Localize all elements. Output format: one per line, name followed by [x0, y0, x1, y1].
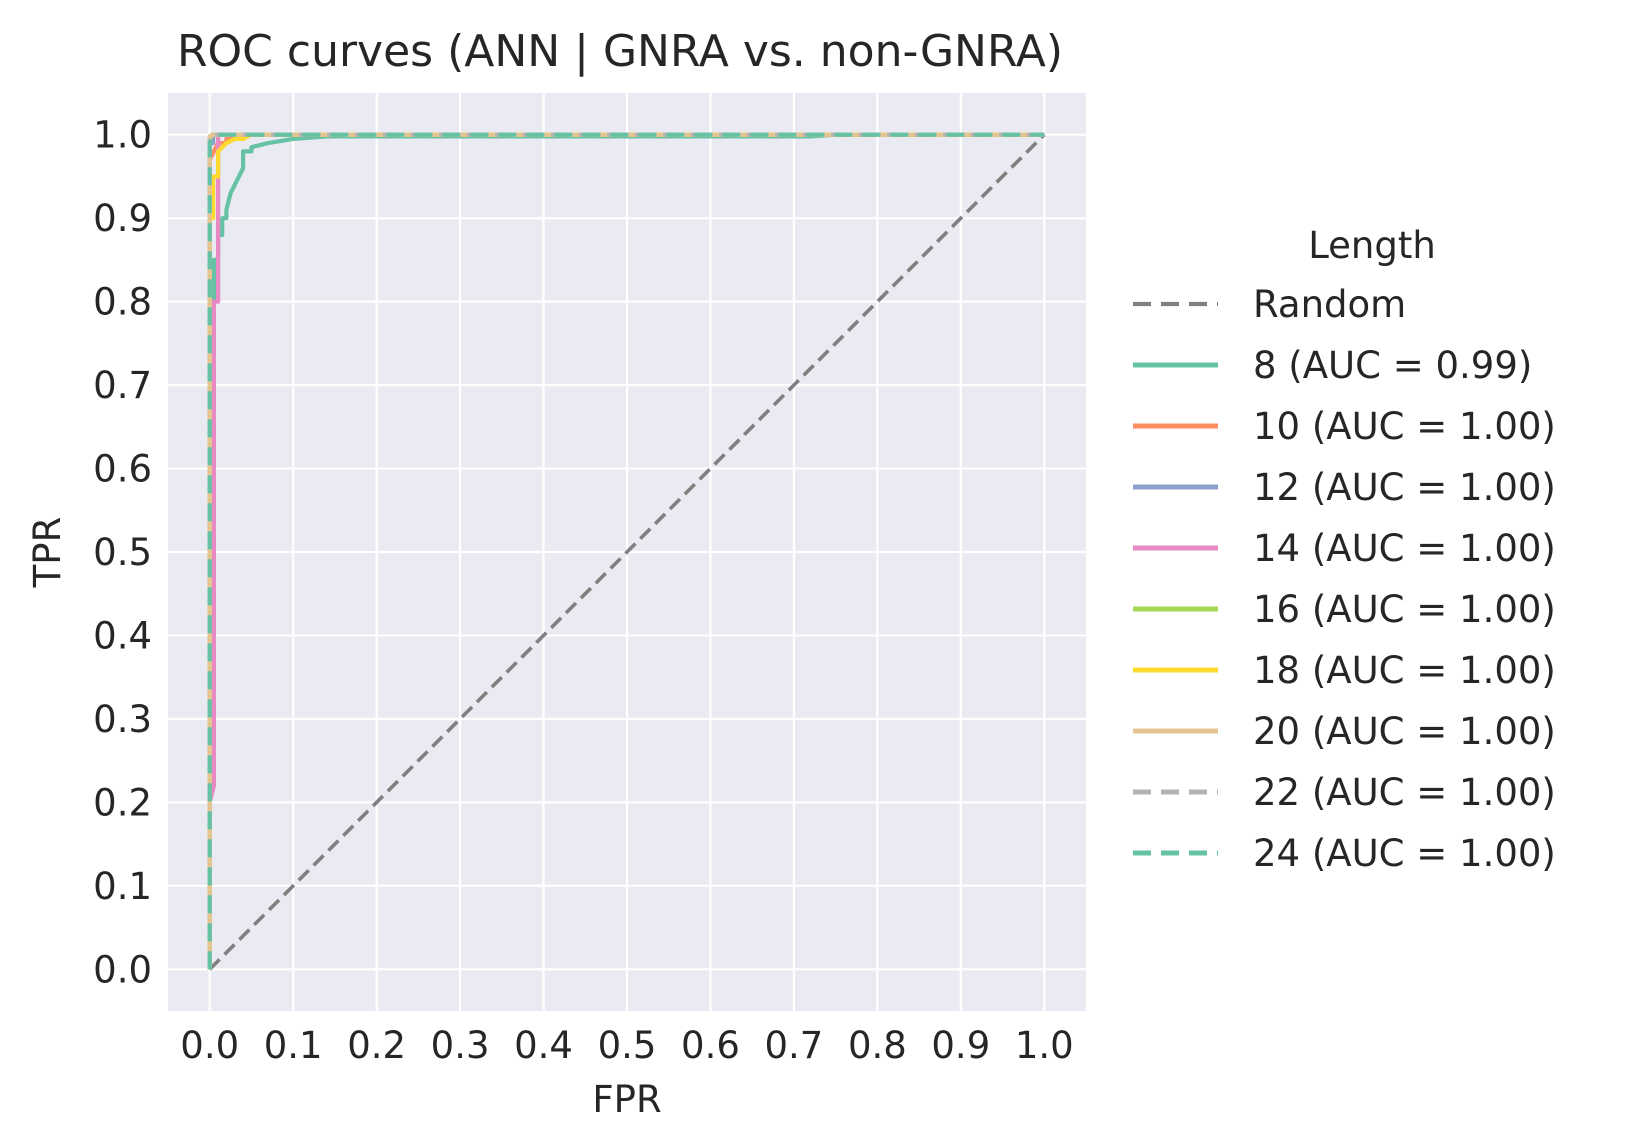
- y-tick-label: 0.0: [93, 948, 152, 991]
- x-tick-label: 0.9: [931, 1024, 990, 1067]
- y-tick-label: 0.5: [93, 531, 152, 574]
- x-tick-label: 0.6: [681, 1024, 740, 1067]
- x-tick-label: 0.5: [598, 1024, 657, 1067]
- x-tick-label: 0.0: [180, 1024, 239, 1067]
- series-line: [207, 132, 1045, 970]
- y-tick-label: 1.0: [93, 114, 152, 157]
- y-tick-label: 0.4: [93, 614, 152, 657]
- legend-entry-label: 18 (AUC = 1.00): [1253, 649, 1556, 692]
- x-axis-label: FPR: [592, 1078, 661, 1121]
- legend-entry-label: 10 (AUC = 1.00): [1253, 405, 1556, 448]
- x-tick-label: 0.4: [514, 1024, 573, 1067]
- x-tick-label: 0.8: [848, 1024, 907, 1067]
- y-tick-label: 0.1: [93, 865, 152, 908]
- y-tick-label: 0.2: [93, 781, 152, 824]
- x-tick-label: 0.3: [431, 1024, 490, 1067]
- y-tick-label: 0.7: [93, 364, 152, 407]
- legend-title: Length: [1308, 224, 1436, 267]
- legend: Length Random 8 (AUC = 0.99) 10 (AUC = 1.0…: [1133, 224, 1556, 875]
- legend-entry-label: 20 (AUC = 1.00): [1253, 710, 1556, 753]
- y-tick-label: 0.8: [93, 281, 152, 324]
- y-tick-label: 0.3: [93, 698, 152, 741]
- legend-entry-label: 16 (AUC = 1.00): [1253, 588, 1556, 631]
- x-tick-label: 0.7: [764, 1024, 823, 1067]
- series-line: [207, 132, 1045, 970]
- legend-entry-label: 24 (AUC = 1.00): [1253, 832, 1556, 875]
- chart-title: ROC curves (ANN | GNRA vs. non-GNRA): [177, 26, 1063, 77]
- x-tick-label: 1.0: [1015, 1024, 1074, 1067]
- series-line: [208, 133, 1046, 971]
- series-lines: [207, 132, 1046, 971]
- legend-entry-label: 22 (AUC = 1.00): [1253, 771, 1556, 814]
- x-tick-label: 0.2: [347, 1024, 406, 1067]
- y-tick-label: 0.9: [93, 197, 152, 240]
- y-axis-label: TPR: [26, 517, 69, 589]
- legend-entry-label: Random: [1253, 283, 1406, 326]
- x-tick-label: 0.1: [264, 1024, 323, 1067]
- legend-entry-label: 12 (AUC = 1.00): [1253, 466, 1556, 509]
- legend-entry-label: 14 (AUC = 1.00): [1253, 527, 1556, 570]
- y-tick-label: 0.6: [93, 448, 152, 491]
- legend-entry-label: 8 (AUC = 0.99): [1253, 344, 1532, 387]
- y-tick-labels: 0.0 0.1 0.2 0.3 0.4 0.5 0.6 0.7 0.8 0.9 1.0: [93, 114, 152, 992]
- x-tick-labels: 0.0 0.1 0.2 0.3 0.4 0.5 0.6 0.7 0.8 0.9 1.0: [180, 1024, 1073, 1067]
